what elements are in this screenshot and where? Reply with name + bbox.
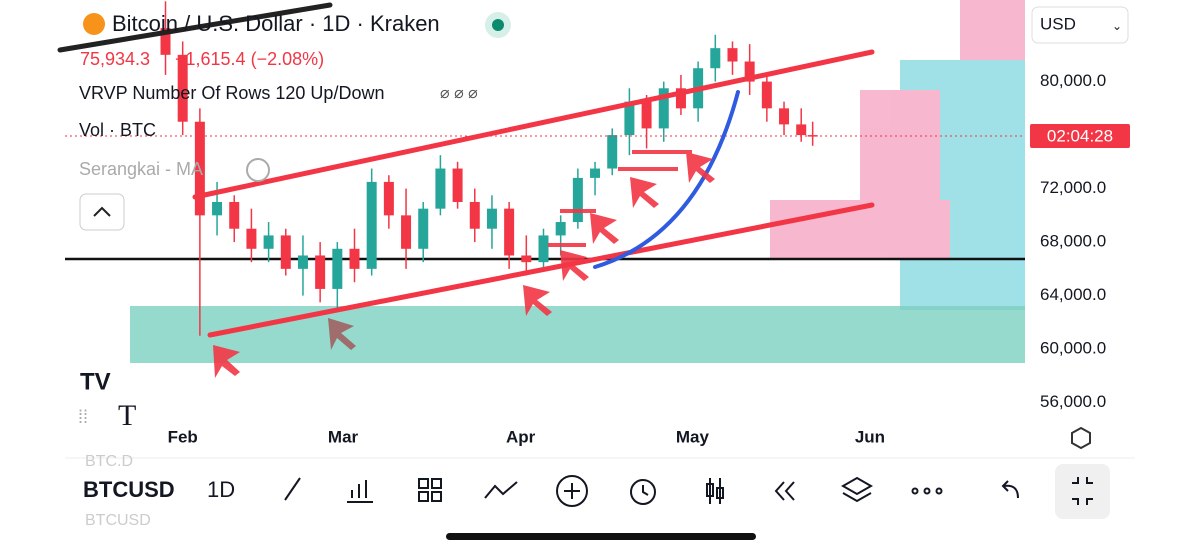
candle-body xyxy=(401,215,412,249)
countdown: 02:04:28 xyxy=(1047,126,1113,145)
y-tick-label: 64,000.0 xyxy=(1040,285,1106,304)
text-tool[interactable]: T xyxy=(118,399,136,432)
candle-body xyxy=(607,135,618,169)
ghost-symbol: BTCUSD xyxy=(85,512,151,529)
candle-body xyxy=(641,101,652,129)
candle-body xyxy=(246,228,257,249)
currency-select[interactable] xyxy=(1031,6,1129,44)
x-tick-label: May xyxy=(676,427,710,446)
symbol[interactable]: BTCUSD xyxy=(83,477,175,502)
hide-icon[interactable] xyxy=(246,158,270,182)
toolbar-icons[interactable] xyxy=(284,475,1019,507)
candle-body xyxy=(469,201,480,229)
interval[interactable]: 1D xyxy=(207,477,235,502)
currency: USD xyxy=(1040,14,1076,33)
candle-body xyxy=(486,208,497,229)
candle-body xyxy=(452,168,463,202)
candle-body xyxy=(807,135,818,137)
volume-profile xyxy=(770,0,1025,310)
candle-body xyxy=(435,168,446,209)
fullscreen-button[interactable] xyxy=(1055,464,1110,519)
candle-body xyxy=(418,208,429,249)
candle-body xyxy=(383,181,394,216)
drag-handle[interactable]: ⁞⁞ xyxy=(78,407,88,427)
candle-body xyxy=(280,235,291,269)
volume-label[interactable]: Vol · BTC xyxy=(79,120,156,140)
y-tick-label: 72,000.0 xyxy=(1040,178,1106,197)
x-tick-label: Feb xyxy=(168,427,198,446)
settings-icon[interactable] xyxy=(1071,426,1091,450)
candle-body xyxy=(710,48,721,69)
candle-body xyxy=(779,108,790,125)
candle-body xyxy=(332,248,343,289)
candle-body xyxy=(366,181,377,269)
x-tick-label: Jun xyxy=(855,427,885,446)
candle-body xyxy=(212,201,223,216)
candle-body xyxy=(590,168,601,178)
logo: TV xyxy=(80,368,111,395)
candle-body xyxy=(744,61,755,82)
candle-body xyxy=(297,255,308,269)
candle-body xyxy=(658,88,669,129)
ghost-symbol: BTC.D xyxy=(85,453,133,470)
y-tick-label: 68,000.0 xyxy=(1040,232,1106,251)
drawings xyxy=(57,2,875,378)
collapse-icon xyxy=(93,206,111,217)
candle-body xyxy=(675,88,686,109)
title: Bitcoin / U.S. Dollar · 1D · Kraken xyxy=(112,11,440,36)
candle-body xyxy=(160,28,171,55)
ma-label[interactable]: Serangkai - MA xyxy=(79,159,203,179)
indicator-label[interactable]: VRVP Number Of Rows 120 Up/Down xyxy=(79,83,384,103)
y-tick-label: 56,000.0 xyxy=(1040,392,1106,411)
fullscreen-icon xyxy=(1072,477,1093,505)
candle-body xyxy=(796,124,807,136)
candle-body xyxy=(572,177,583,223)
candle-body xyxy=(624,101,635,136)
candle-body xyxy=(315,255,326,289)
candle-body xyxy=(521,255,532,263)
support-zone xyxy=(130,306,1025,363)
candle-body xyxy=(349,248,360,269)
candle-body xyxy=(177,54,188,122)
candle-body xyxy=(263,235,274,249)
axes: 80,000.0 72,000.0 68,000.0 64,000.0 60,000.0… xyxy=(168,71,1107,446)
tool-panel xyxy=(65,368,155,444)
candle-body xyxy=(229,201,240,229)
status-dot xyxy=(492,19,504,31)
home-indicator xyxy=(446,533,756,540)
candle-body xyxy=(727,48,738,62)
y-tick-label: 80,000.0 xyxy=(1040,71,1106,90)
x-tick-label: Apr xyxy=(506,427,536,446)
candle-body xyxy=(504,208,515,256)
candle-body xyxy=(555,222,566,236)
dropdown-icon: ⌄ xyxy=(1112,19,1122,33)
y-tick-label: 60,000.0 xyxy=(1040,339,1106,358)
candle-body xyxy=(761,81,772,109)
indicator-icons[interactable]: ⌀ ⌀ ⌀ xyxy=(440,85,478,102)
countdown-badge xyxy=(1030,123,1130,148)
candle-body xyxy=(194,121,205,216)
x-tick-label: Mar xyxy=(328,427,359,446)
change: −1,615.4 (−2.08%) xyxy=(175,49,324,69)
price: 75,934.3 xyxy=(80,49,150,69)
candle-body xyxy=(538,235,549,263)
bitcoin-icon xyxy=(83,13,105,35)
collapse-button[interactable] xyxy=(79,193,125,231)
